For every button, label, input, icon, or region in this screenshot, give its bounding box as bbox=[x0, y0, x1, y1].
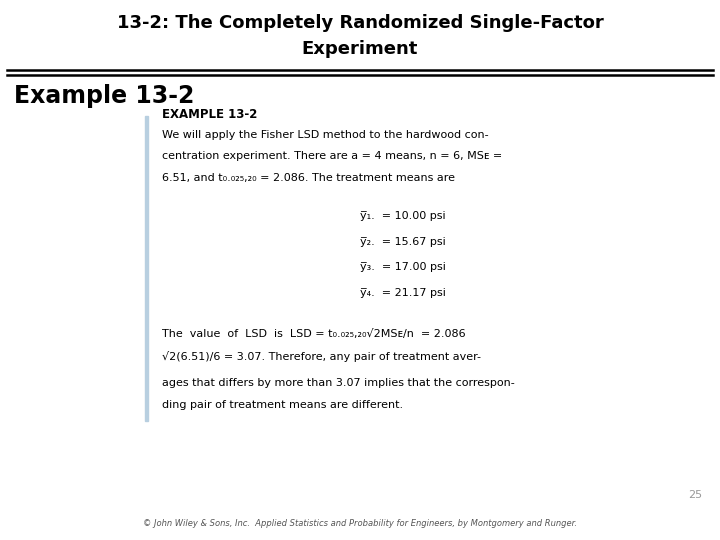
Text: The  value  of  LSD  is  LSD = t₀.₀₂₅,₂₀√2MSᴇ/n  = 2.086: The value of LSD is LSD = t₀.₀₂₅,₂₀√2MSᴇ… bbox=[162, 329, 466, 340]
Text: √2(6.51)/6 = 3.07. Therefore, any pair of treatment aver-: √2(6.51)/6 = 3.07. Therefore, any pair o… bbox=[162, 351, 481, 362]
Text: 13-2: The Completely Randomized Single-Factor: 13-2: The Completely Randomized Single-F… bbox=[117, 14, 603, 31]
Text: 6.51, and t₀.₀₂₅,₂₀ = 2.086. The treatment means are: 6.51, and t₀.₀₂₅,₂₀ = 2.086. The treatme… bbox=[162, 173, 455, 183]
Text: y̅₃.  = 17.00 psi: y̅₃. = 17.00 psi bbox=[360, 262, 446, 273]
Bar bbox=[145, 116, 148, 421]
Text: Experiment: Experiment bbox=[302, 40, 418, 58]
Text: y̅₁.  = 10.00 psi: y̅₁. = 10.00 psi bbox=[360, 211, 446, 221]
Text: y̅₄.  = 21.17 psi: y̅₄. = 21.17 psi bbox=[360, 288, 446, 299]
Text: EXAMPLE 13-2: EXAMPLE 13-2 bbox=[162, 108, 257, 121]
Text: 25: 25 bbox=[688, 489, 702, 500]
Text: ages that differs by more than 3.07 implies that the correspon-: ages that differs by more than 3.07 impl… bbox=[162, 378, 515, 388]
Text: ding pair of treatment means are different.: ding pair of treatment means are differe… bbox=[162, 400, 403, 410]
Text: centration experiment. There are a = 4 means, n = 6, MSᴇ =: centration experiment. There are a = 4 m… bbox=[162, 151, 503, 161]
Text: We will apply the Fisher LSD method to the hardwood con-: We will apply the Fisher LSD method to t… bbox=[162, 130, 489, 140]
Text: Example 13-2: Example 13-2 bbox=[14, 84, 195, 107]
Text: © John Wiley & Sons, Inc.  Applied Statistics and Probability for Engineers, by : © John Wiley & Sons, Inc. Applied Statis… bbox=[143, 519, 577, 528]
Text: y̅₂.  = 15.67 psi: y̅₂. = 15.67 psi bbox=[360, 237, 446, 247]
